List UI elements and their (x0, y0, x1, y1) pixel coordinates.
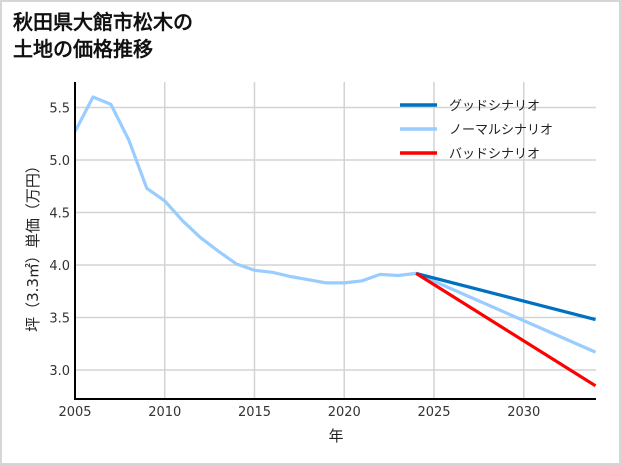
x-tick-label: 2005 (58, 405, 91, 420)
x-tick-label: 2010 (148, 405, 181, 420)
y-tick-label: 3.5 (49, 312, 70, 327)
y-tick-label: 4.5 (49, 207, 70, 222)
series-line-0 (415, 271, 596, 322)
x-axis-label: 年 (328, 427, 343, 445)
legend-label: バッドシナリオ (449, 147, 540, 162)
x-tick-label: 2020 (328, 405, 361, 420)
series-line-2 (415, 272, 597, 388)
tick-labels: 3.0 3.5 4.0 4.5 5.0 5.5 2005 2010 2015 2020 2025 20… (49, 102, 540, 421)
x-tick-label: 2015 (238, 405, 271, 420)
axes (74, 82, 596, 400)
y-axis-label: 坪（3.3㎡）単価（万円） (24, 158, 42, 332)
x-tick-label: 2030 (507, 405, 540, 420)
chart-title-line1: 秋田県大館市松木の (13, 10, 193, 34)
y-tick-label: 3.0 (49, 364, 70, 379)
legend-label: グッドシナリオ (449, 99, 540, 114)
series-lines (73, 95, 597, 388)
y-tick-label: 4.0 (49, 259, 70, 274)
x-tick-label: 2025 (417, 405, 450, 420)
legend-label: ノーマルシナリオ (449, 123, 553, 138)
y-tick-label: 5.0 (49, 154, 70, 169)
series-line-1 (73, 95, 597, 354)
grid-lines (75, 82, 596, 399)
chart-title-line2: 土地の価格推移 (13, 37, 153, 61)
chart-title: 秋田県大館市松木の 土地の価格推移 (13, 9, 193, 63)
y-tick-label: 5.5 (49, 102, 70, 117)
